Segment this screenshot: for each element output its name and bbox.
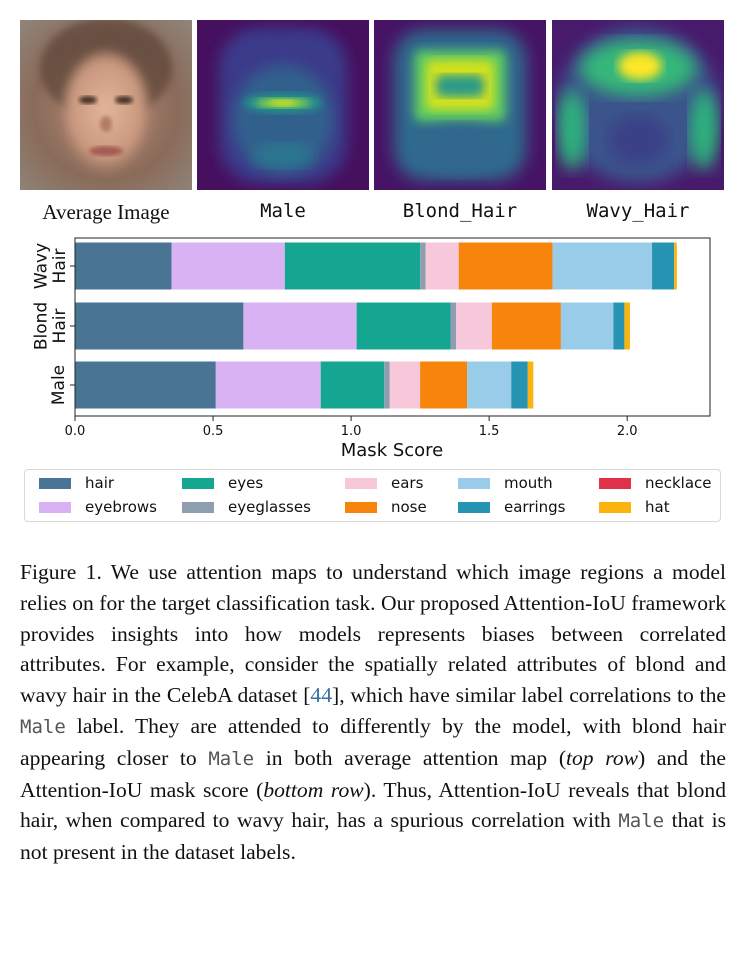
legend-label: earrings: [504, 498, 566, 516]
x-axis-label: Mask Score: [341, 440, 444, 461]
bar-earrings-0: [652, 242, 675, 290]
bar-earrings-1: [613, 302, 625, 350]
legend-label: hair: [85, 474, 115, 492]
bar-hat-0: [674, 242, 677, 290]
legend-label: ears: [391, 474, 424, 492]
legend-item-ears: ears: [345, 472, 423, 494]
legend-item-nose: nose: [345, 496, 427, 518]
bar-hat-1: [624, 302, 630, 350]
bar-hair-1: [75, 302, 244, 350]
male-code: Male: [208, 747, 255, 770]
y-tick-label: WavyHair: [31, 243, 70, 289]
caption-part: in both average attention map (: [254, 745, 567, 770]
legend-label: mouth: [504, 474, 553, 492]
y-tick-label: Male: [49, 365, 69, 405]
legend-item-necklace: necklace: [599, 472, 712, 494]
legend-item-earrings: earrings: [458, 496, 566, 518]
bar-mouth-2: [467, 361, 512, 409]
male-code: Male: [20, 715, 66, 738]
x-tick-label: 1.5: [479, 424, 500, 439]
legend-swatch: [599, 501, 631, 513]
legend-swatch: [345, 477, 377, 489]
bar-mouth-0: [552, 242, 653, 290]
caption-wavy-hair: Wavy_Hair: [586, 200, 690, 222]
bar-eyes-2: [320, 361, 385, 409]
bar-hair-0: [75, 242, 172, 290]
figure-caption: Figure 1. We use attention maps to under…: [20, 557, 726, 868]
bar-ears-1: [456, 302, 492, 350]
male-attention-map: [197, 20, 369, 190]
bar-ears-2: [389, 361, 421, 409]
legend-label: necklace: [645, 474, 712, 492]
wavy-hair-attention-map: [552, 20, 724, 190]
legend-item-eyeglasses: eyeglasses: [182, 496, 311, 518]
legend-swatch: [345, 501, 377, 513]
caption-part: label. They are attended to differently …: [20, 713, 726, 770]
legend-label: eyes: [228, 474, 264, 492]
bar-eyebrows-2: [215, 361, 321, 409]
caption-male: Male: [260, 200, 306, 222]
plot-frame: [74, 237, 711, 417]
legend-item-hair: hair: [39, 472, 114, 494]
legend-label: hat: [645, 498, 670, 516]
caption-blond-hair: Blond_Hair: [402, 200, 518, 222]
legend-label: nose: [391, 498, 427, 516]
y-labels: WavyHair BlondHair Male: [31, 243, 75, 405]
legend-item-mouth: mouth: [458, 472, 553, 494]
bar-earrings-2: [511, 361, 528, 409]
legend-label: eyebrows: [85, 498, 157, 516]
caption-part: Figure 1. We use attention maps to under…: [20, 560, 726, 708]
caption-average-image: Average Image: [42, 200, 170, 224]
bar-hair-2: [75, 361, 216, 409]
bar-eyes-1: [356, 302, 451, 350]
y-tick-label: BlondHair: [31, 302, 70, 350]
bar-hat-2: [527, 361, 534, 409]
legend-item-eyes: eyes: [182, 472, 263, 494]
caption-part: ], which have similar label correlations…: [332, 683, 726, 708]
legend-item-hat: hat: [599, 496, 670, 518]
x-tick-label: 1.0: [341, 424, 362, 439]
legend-swatch: [182, 477, 214, 489]
bar-nose-2: [420, 361, 468, 409]
x-tick-label: 0.0: [65, 424, 86, 439]
bar-ears-0: [425, 242, 459, 290]
bar-eyes-0: [284, 242, 421, 290]
bar-eyeglasses-1: [450, 302, 456, 350]
caption-part: ). Thus, Attention-IoU reveals that blon…: [20, 777, 726, 833]
bar-eyeglasses-0: [420, 242, 426, 290]
legend-swatch: [39, 477, 71, 489]
bar-eyebrows-0: [171, 242, 285, 290]
chart-legend: hair eyes ears mouth necklace eyebrows eyeglas…: [24, 469, 721, 522]
legend-label: eyeglasses: [228, 498, 311, 516]
bottom-row-emph: bottom row: [263, 777, 364, 802]
top-row-emph: top row: [566, 745, 639, 770]
bar-mouth-1: [560, 302, 614, 350]
legend-item-eyebrows: eyebrows: [39, 496, 157, 518]
caption-part: that is not present in the dataset label…: [20, 808, 726, 865]
caption-part: ) and the Attention-IoU mask score (: [20, 745, 727, 802]
legend-swatch: [458, 477, 490, 489]
x-tick-label: 2.0: [617, 424, 638, 439]
bars-layer: [75, 242, 677, 409]
male-code: Male: [618, 810, 665, 833]
citation-link[interactable]: 44: [310, 683, 333, 708]
average-face-image: [20, 20, 192, 190]
bar-nose-0: [458, 242, 553, 290]
blond-hair-attention-map: [374, 20, 546, 190]
bar-eyeglasses-2: [384, 361, 390, 409]
x-ticks: 0.0 0.5 1.0 1.5 2.0: [65, 416, 638, 439]
legend-swatch: [182, 501, 214, 513]
legend-swatch: [39, 501, 71, 513]
bar-nose-1: [491, 302, 561, 350]
x-tick-label: 0.5: [203, 424, 224, 439]
legend-swatch: [458, 501, 490, 513]
legend-swatch: [599, 477, 631, 489]
mask-score-chart: 0.0 0.5 1.0 1.5 2.0 WavyHair BlondHair Male Ma…: [31, 237, 711, 461]
bar-eyebrows-1: [243, 302, 357, 350]
